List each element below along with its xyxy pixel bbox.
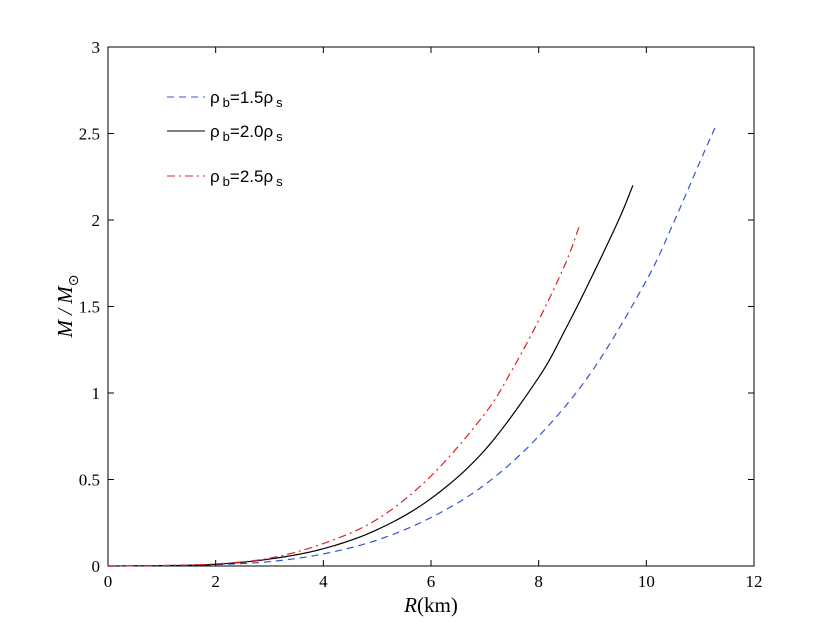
x-tick-label: 4 (319, 572, 328, 591)
legend-label-1: ρ b=1.5ρ s (210, 88, 283, 110)
y-tick-label: 0 (92, 557, 101, 576)
series-line-1 (107, 124, 717, 567)
x-tick-label: 6 (427, 572, 436, 591)
y-tick-label: 0.5 (79, 471, 100, 490)
x-tick-label: 10 (638, 572, 655, 591)
y-tick-label: 1.5 (79, 298, 100, 317)
y-tick-label: 1 (92, 384, 101, 403)
plot-area (107, 46, 755, 567)
ticks-group: 0 2 4 6 8 10 12 0 0.5 1 1.5 2 2.5 3 (79, 38, 763, 591)
x-axis-label: R(km) (403, 593, 458, 617)
x-tick-label: 2 (211, 572, 220, 591)
x-tick-label: 8 (534, 572, 543, 591)
x-axis-unit: (km) (417, 593, 458, 617)
legend-entry-3: ρ b=2.5ρ s (167, 167, 283, 189)
x-tick-label: 12 (746, 572, 763, 591)
series-lines-group (107, 124, 717, 567)
legend-entry-2: ρ b=2.0ρ s (167, 122, 283, 144)
y-axis-label: M / M⊙ (53, 274, 82, 338)
x-tick-label: 0 (104, 572, 113, 591)
y-tick-label: 2 (92, 211, 101, 230)
y-axis-subscript: ⊙ (67, 274, 82, 286)
y-tick-label: 2.5 (79, 125, 100, 144)
x-axis-variable: R (403, 593, 417, 617)
y-axis-main: M / M (53, 285, 77, 339)
series-line-3 (107, 226, 580, 567)
y-tick-label: 3 (92, 38, 101, 57)
legend-entry-1: ρ b=1.5ρ s (167, 88, 283, 110)
legend-label-3: ρ b=2.5ρ s (210, 167, 283, 189)
legend: ρ b=1.5ρ s ρ b=2.0ρ s ρ b=2.5ρ s (167, 88, 283, 189)
series-line-2 (107, 185, 634, 567)
legend-label-2: ρ b=2.0ρ s (210, 122, 283, 144)
